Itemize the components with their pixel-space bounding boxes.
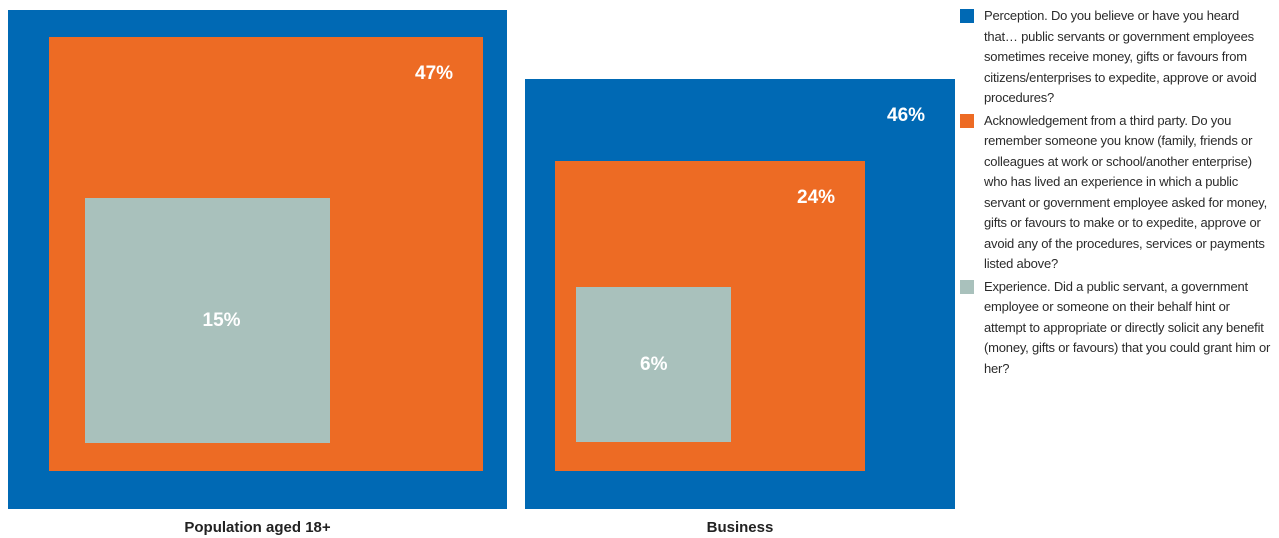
legend-item-perception: Perception. Do you believe or have you h… (960, 6, 1275, 109)
value-label-experience-group-2: 6% (640, 353, 668, 375)
chart-area: 62%47%15%Population aged 18+46%24%6%Busi… (8, 10, 955, 536)
value-label-acknowledgement-group-1: 47% (415, 63, 454, 84)
value-label-experience-group-1: 15% (202, 309, 241, 331)
legend-swatch-experience (960, 279, 974, 294)
group-label-2: Business (706, 519, 774, 536)
group-label-1: Population aged 18+ (184, 519, 331, 536)
legend-label-acknowledgement: Acknowledgement from a third party. Do y… (984, 112, 1268, 272)
value-label-acknowledgement-group-2: 24% (797, 187, 836, 208)
legend-item-experience: Experience. Did a public servant, a gove… (960, 277, 1275, 380)
square-experience-group-2 (576, 287, 731, 442)
square-experience-group-1 (85, 198, 330, 443)
legend-swatch-perception (960, 9, 974, 23)
value-label-perception-group-2: 46% (887, 105, 926, 126)
legend-label-experience: Experience. Did a public servant, a gove… (984, 278, 1271, 376)
legend-item-acknowledgement: Acknowledgement from a third party. Do y… (960, 111, 1275, 275)
legend: Perception. Do you believe or have you h… (960, 6, 1275, 381)
legend-label-perception: Perception. Do you believe or have you h… (984, 8, 1257, 105)
legend-swatch-acknowledgement (960, 113, 974, 128)
